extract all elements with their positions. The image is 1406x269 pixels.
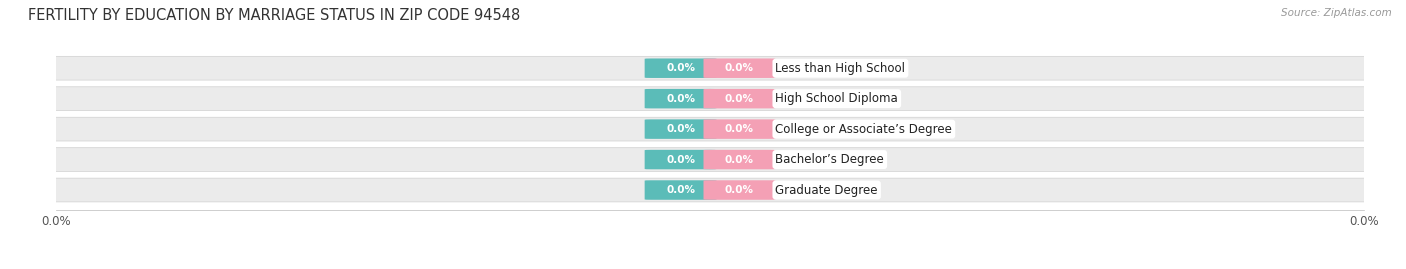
FancyBboxPatch shape [30, 178, 1391, 202]
FancyBboxPatch shape [703, 119, 776, 139]
FancyBboxPatch shape [30, 56, 1391, 80]
Text: College or Associate’s Degree: College or Associate’s Degree [776, 123, 952, 136]
Text: Bachelor’s Degree: Bachelor’s Degree [776, 153, 884, 166]
Text: 0.0%: 0.0% [666, 185, 695, 195]
Text: FERTILITY BY EDUCATION BY MARRIAGE STATUS IN ZIP CODE 94548: FERTILITY BY EDUCATION BY MARRIAGE STATU… [28, 8, 520, 23]
Text: 0.0%: 0.0% [725, 155, 754, 165]
Text: 0.0%: 0.0% [725, 63, 754, 73]
Text: 0.0%: 0.0% [725, 185, 754, 195]
FancyBboxPatch shape [644, 150, 717, 169]
Text: 0.0%: 0.0% [666, 124, 695, 134]
FancyBboxPatch shape [644, 119, 717, 139]
Text: High School Diploma: High School Diploma [776, 92, 898, 105]
Text: Source: ZipAtlas.com: Source: ZipAtlas.com [1281, 8, 1392, 18]
Text: Less than High School: Less than High School [776, 62, 905, 75]
FancyBboxPatch shape [30, 87, 1391, 111]
Text: 0.0%: 0.0% [725, 94, 754, 104]
FancyBboxPatch shape [703, 150, 776, 169]
FancyBboxPatch shape [703, 58, 776, 78]
Text: 0.0%: 0.0% [666, 155, 695, 165]
FancyBboxPatch shape [644, 180, 717, 200]
FancyBboxPatch shape [30, 117, 1391, 141]
Text: 0.0%: 0.0% [725, 124, 754, 134]
FancyBboxPatch shape [644, 58, 717, 78]
FancyBboxPatch shape [703, 89, 776, 108]
Text: 0.0%: 0.0% [666, 63, 695, 73]
FancyBboxPatch shape [703, 180, 776, 200]
FancyBboxPatch shape [644, 89, 717, 108]
Text: 0.0%: 0.0% [666, 94, 695, 104]
FancyBboxPatch shape [30, 148, 1391, 171]
Text: Graduate Degree: Graduate Degree [776, 183, 877, 197]
